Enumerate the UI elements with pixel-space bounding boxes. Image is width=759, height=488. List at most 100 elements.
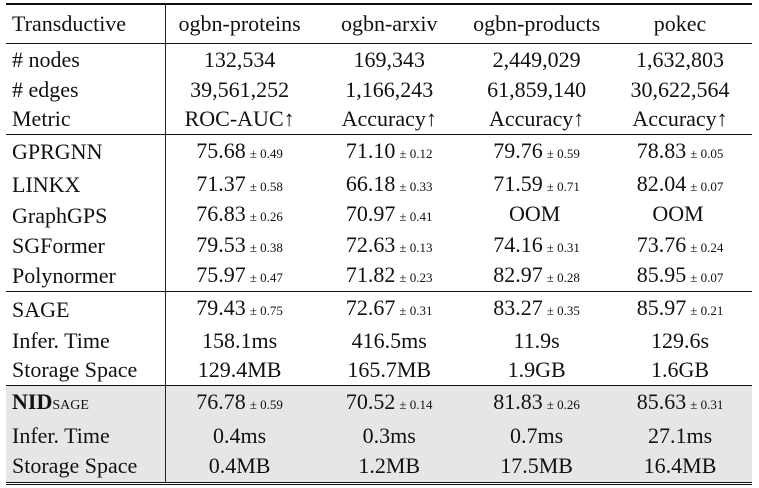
score-std: ± 0.07 (690, 269, 724, 285)
score-value: 79.53 (196, 231, 246, 257)
table-cell: 1.2MB (313, 449, 466, 485)
header-corner: Transductive (6, 3, 166, 44)
nid-group: NIDSAGE 76.78 ± 0.59 70.52 ± 0.14 81.83 ± 0.26… (6, 384, 752, 485)
dataset-header: ogbn-arxiv (313, 3, 466, 44)
score-std: ± 0.71 (546, 178, 580, 194)
table-cell: 75.68 ± 0.49 (165, 133, 314, 170)
table-cell: 0.3ms (313, 421, 466, 450)
score-value: OOM (508, 201, 561, 227)
score-value: 70.52 (345, 389, 396, 415)
dataset-header: ogbn-products (465, 3, 609, 44)
score-value: 81.83 (493, 389, 543, 415)
score-std: ± 0.31 (546, 239, 580, 255)
table-cell: 79.53 ± 0.38 (165, 231, 313, 262)
table-cell: Accuracy↑ (341, 105, 437, 131)
table-cell: 11.9s (513, 328, 560, 354)
table-row: # nodes 132,534 169,343 2,449,029 1,632,803 (6, 43, 752, 76)
table-cell: 70.97 ± 0.41 (313, 200, 465, 231)
row-label: Storage Space (6, 449, 166, 485)
table-row: Polynormer 75.97 ± 0.47 71.82 ± 0.23 82.97 ± 0… (6, 261, 752, 292)
sage-group: SAGE 79.43 ± 0.75 72.67 ± 0.31 83.27 ± 0.35 85.… (6, 291, 752, 386)
table-cell: OOM (608, 200, 752, 231)
score-value: 73.76 (636, 231, 687, 257)
score-std: ± 0.23 (399, 269, 433, 285)
row-label: SGFormer (6, 230, 166, 262)
table-cell: Accuracy↑ (488, 105, 585, 131)
table-row: GPRGNN 75.68 ± 0.49 71.10 ± 0.12 79.76 ± 0.59 7… (6, 133, 752, 170)
table-cell: 66.18 ± 0.33 (313, 170, 465, 201)
table-row: Storage Space 0.4MB 1.2MB 17.5MB 16.4MB (6, 449, 752, 485)
score-std: ± 0.47 (249, 269, 283, 285)
table-cell: 132,534 (165, 43, 314, 76)
table-cell: 71.82 ± 0.23 (313, 261, 465, 292)
score-value: OOM (652, 201, 704, 227)
stats-group: # nodes 132,534 169,343 2,449,029 1,632,803 #… (6, 43, 752, 135)
table-cell: 85.63 ± 0.31 (608, 384, 752, 422)
score-std: ± 0.59 (249, 397, 283, 413)
score-std: ± 0.31 (399, 303, 433, 319)
score-std: ± 0.07 (690, 178, 724, 194)
score-std: ± 0.24 (690, 239, 724, 255)
row-label: NIDSAGE (6, 384, 166, 422)
score-value: 75.97 (196, 261, 246, 287)
score-value: 85.63 (636, 389, 687, 415)
score-std: ± 0.35 (546, 303, 580, 319)
dataset-header: pokec (608, 3, 752, 44)
table-row: Infer. Time 0.4ms 0.3ms 0.7ms 27.1ms (6, 421, 752, 450)
row-label: # edges (6, 76, 166, 104)
row-label: Storage Space (6, 354, 166, 386)
score-std: ± 0.13 (399, 239, 433, 255)
table-row: NIDSAGE 76.78 ± 0.59 70.52 ± 0.14 81.83 ± 0.26… (6, 384, 752, 422)
score-std: ± 0.49 (249, 145, 283, 161)
score-value: 85.97 (636, 295, 687, 321)
row-label: GPRGNN (6, 133, 166, 170)
method-subscript: SAGE (52, 397, 89, 413)
table-cell: 416.5ms (351, 328, 427, 354)
score-value: 76.78 (196, 389, 246, 415)
table-cell: 72.63 ± 0.13 (313, 231, 465, 262)
score-std: ± 0.12 (399, 145, 433, 161)
dataset-header: ogbn-proteins (165, 3, 314, 44)
score-std: ± 0.38 (249, 239, 283, 255)
table-row: SAGE 79.43 ± 0.75 72.67 ± 0.31 83.27 ± 0.35 85.… (6, 291, 752, 328)
row-label: Polynormer (6, 261, 166, 292)
table-cell: 79.43 ± 0.75 (165, 291, 314, 328)
score-value: 79.43 (196, 295, 246, 321)
table-cell: 169,343 (313, 43, 466, 76)
table-cell: 71.59 ± 0.71 (465, 170, 608, 201)
score-value: 82.04 (636, 170, 687, 196)
table-cell: 71.37 ± 0.58 (165, 170, 313, 201)
table-cell: 1.9GB (507, 356, 566, 382)
table-row: Metric ROC-AUC↑ Accuracy↑ Accuracy↑ Accuracy… (6, 103, 752, 135)
score-value: 71.82 (345, 261, 396, 287)
table-cell: 129.6s (651, 328, 710, 354)
table-cell: 165.7MB (347, 356, 432, 382)
table-cell: 76.83 ± 0.26 (165, 200, 313, 231)
table-cell: 158.1ms (202, 328, 278, 354)
table-cell: Accuracy↑ (632, 105, 728, 131)
score-std: ± 0.14 (399, 397, 433, 413)
table-cell: 0.4MB (165, 449, 314, 485)
table-cell: 61,859,140 (487, 77, 587, 102)
table-cell: 1,166,243 (345, 77, 434, 102)
table-cell: 82.04 ± 0.07 (608, 170, 752, 201)
table-cell: 27.1ms (608, 421, 752, 450)
score-std: ± 0.75 (249, 303, 283, 319)
table-cell: 71.10 ± 0.12 (313, 133, 466, 170)
header-row: Transductive ogbn-proteins ogbn-arxiv og… (6, 3, 752, 44)
score-value: 78.83 (636, 137, 687, 163)
table-row: # edges 39,561,252 1,166,243 61,859,140 30,6… (6, 76, 752, 104)
score-value: 72.67 (345, 295, 396, 321)
table-cell: 85.97 ± 0.21 (608, 291, 752, 328)
table-cell: 2,449,029 (465, 43, 609, 76)
table-cell: OOM (465, 200, 608, 231)
table-row: Storage Space 129.4MB 165.7MB 1.9GB 1.6GB (6, 354, 752, 386)
table-cell: 1,632,803 (608, 43, 752, 76)
score-value: 76.83 (196, 201, 246, 227)
score-std: ± 0.33 (399, 178, 433, 194)
score-value: 75.68 (196, 137, 246, 163)
score-value: 74.16 (493, 231, 543, 257)
table-cell: 75.97 ± 0.47 (165, 261, 313, 292)
score-value: 82.97 (493, 261, 543, 287)
table-cell: 81.83 ± 0.26 (465, 384, 609, 422)
